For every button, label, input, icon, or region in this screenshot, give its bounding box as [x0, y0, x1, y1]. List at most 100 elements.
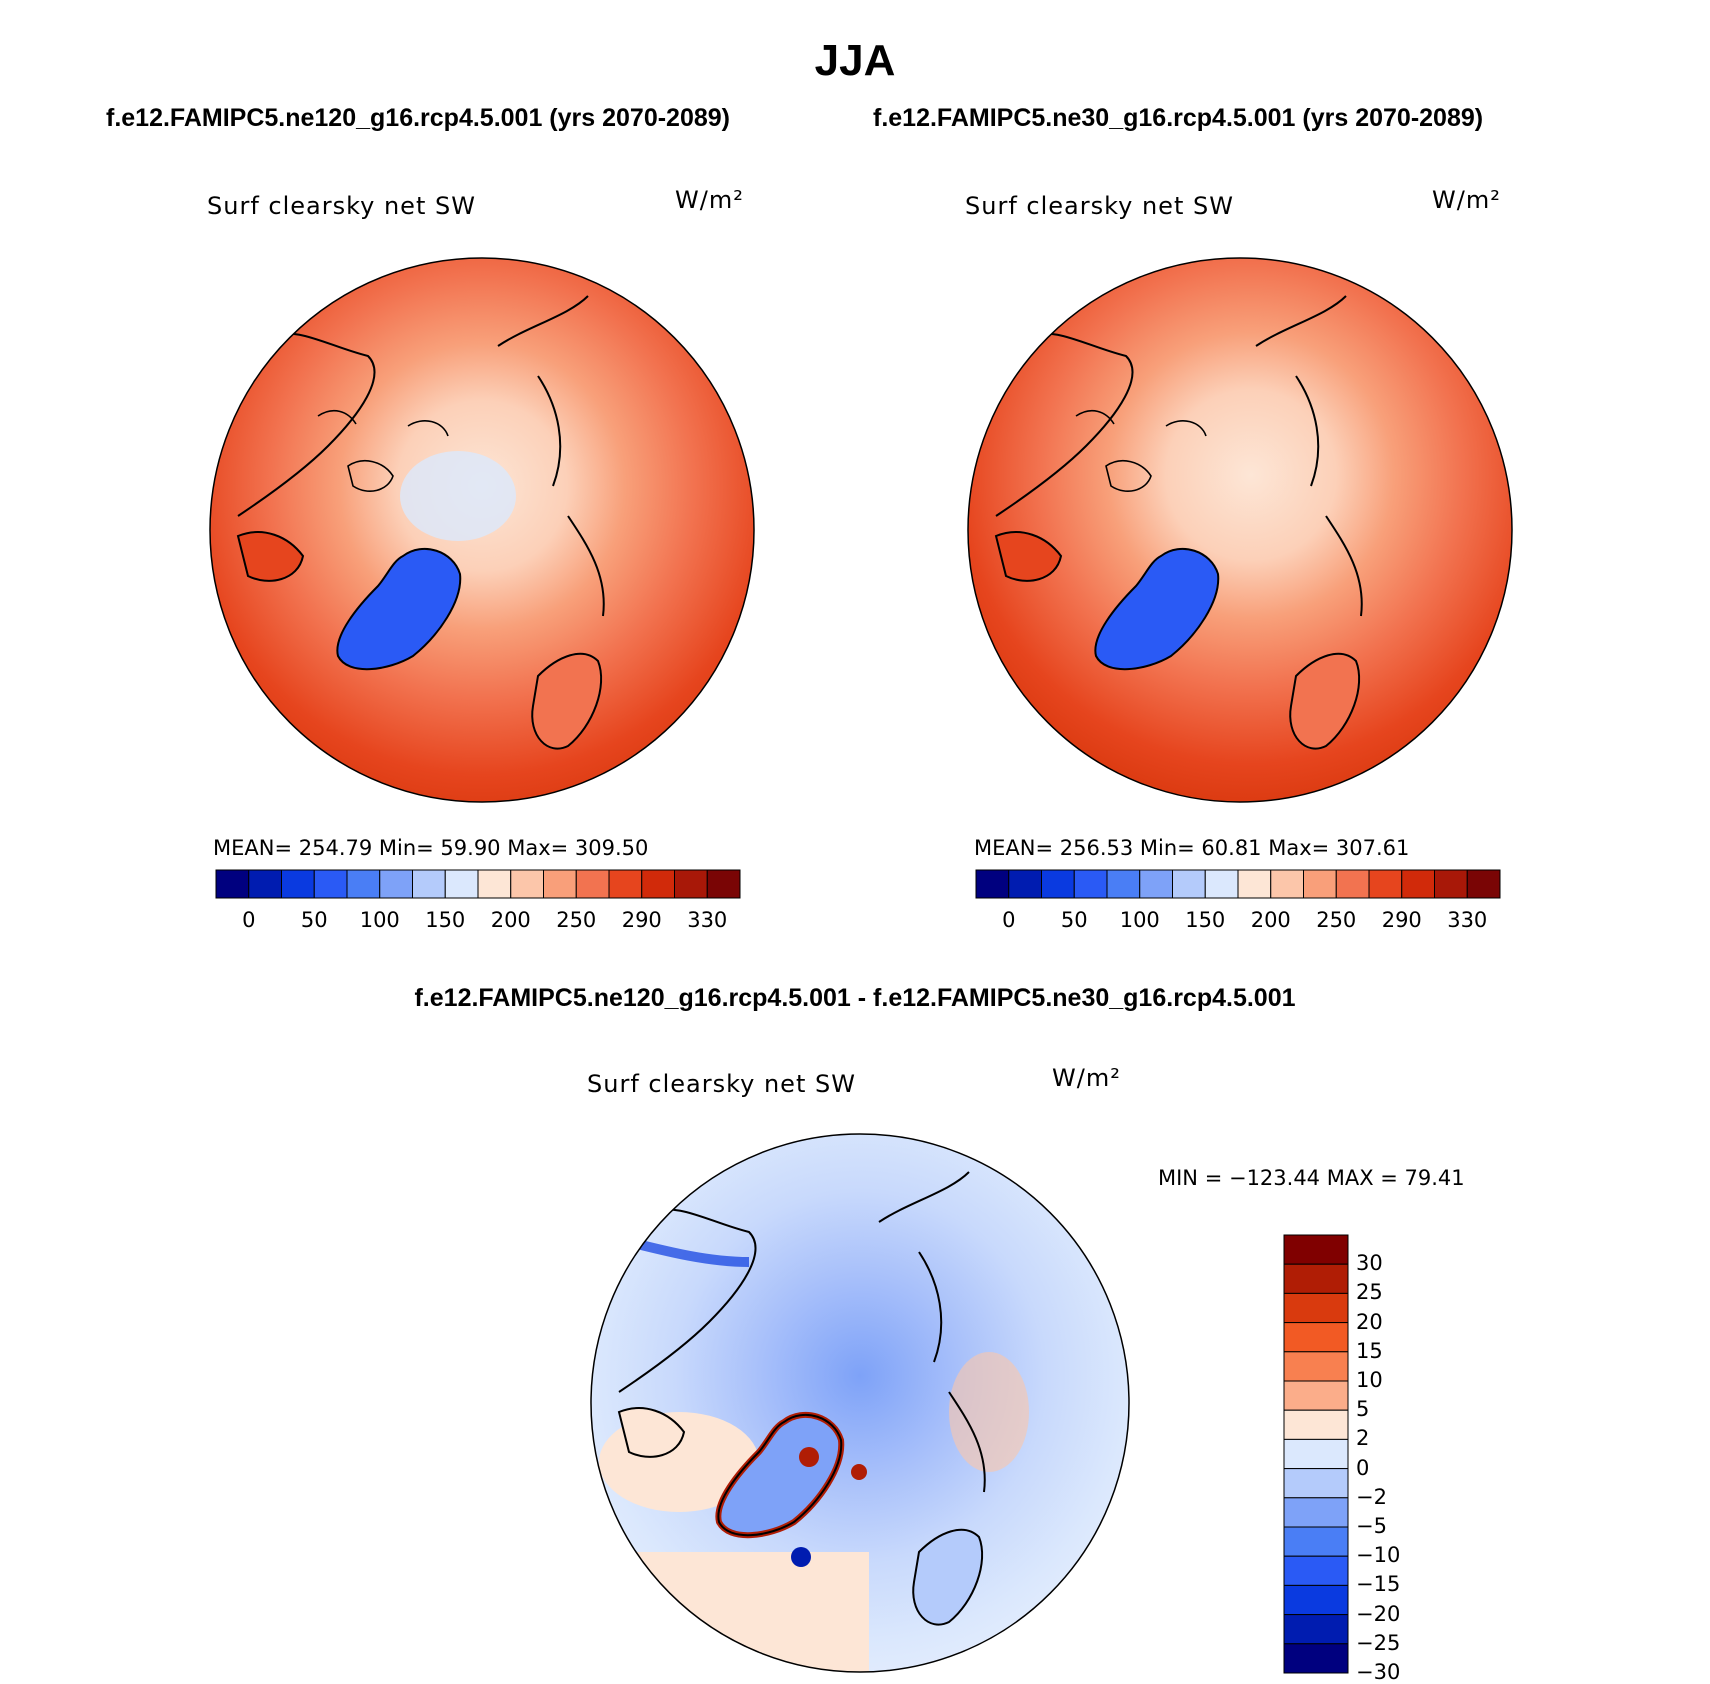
- colorbar-tick-label: 50: [300, 908, 328, 932]
- colorbar-swatch: [1073, 869, 1108, 899]
- variable-label-left: Surf clearsky net SW: [207, 192, 476, 220]
- colorbar-tick-label: −25: [1356, 1630, 1401, 1655]
- colorbar-swatch: [1283, 1380, 1349, 1411]
- colorbar-tick-label: 200: [1250, 908, 1291, 932]
- colorbar-swatch: [1283, 1409, 1349, 1440]
- colorbar-swatch: [379, 869, 413, 899]
- colorbar-swatch: [1283, 1614, 1349, 1645]
- colorbar-swatch: [313, 869, 348, 899]
- colorbar-swatch: [1041, 869, 1075, 899]
- colorbar-swatch: [1283, 1468, 1349, 1499]
- case-title-left: f.e12.FAMIPC5.ne120_g16.rcp4.5.001 (yrs …: [106, 104, 730, 132]
- colorbar-tick-label: 290: [1381, 908, 1422, 932]
- colorbar-swatch: [1335, 869, 1370, 899]
- colorbar-swatch: [575, 869, 610, 899]
- colorbar-swatch: [1283, 1438, 1349, 1470]
- colorbar-swatch: [1303, 869, 1337, 899]
- colorbar-swatch: [1283, 1292, 1349, 1324]
- colorbar-swatch: [1434, 869, 1468, 899]
- colorbar-swatch: [706, 869, 741, 899]
- colorbar-tick-label: −2: [1356, 1484, 1387, 1509]
- colorbar-tick-label: 0: [1356, 1455, 1370, 1480]
- colorbar-swatch: [1401, 869, 1435, 899]
- colorbar-swatch: [641, 869, 675, 899]
- polar-map-left: [209, 257, 755, 803]
- colorbar-swatch: [975, 869, 1010, 899]
- colorbar-swatch: [1283, 1555, 1349, 1586]
- colorbar-swatch: [674, 869, 708, 899]
- variable-label-diff: Surf clearsky net SW: [587, 1070, 856, 1098]
- colorbar-swatch: [1106, 869, 1141, 899]
- colorbar-right-labels: 0 50 100 150 200 250 290 330: [976, 908, 1500, 938]
- colorbar-tick-label: 10: [1356, 1368, 1383, 1392]
- colorbar-swatch: [1139, 869, 1173, 899]
- colorbar-tick-label: 15: [1356, 1338, 1383, 1363]
- colorbar-tick-label: 25: [1356, 1280, 1383, 1305]
- colorbar-difference-labels: 30 25 20 15 10 5 2 0 −2 −5 −10 −15 −20 −25 −30: [1356, 1235, 1456, 1684]
- colorbar-tick-label: 20: [1356, 1309, 1383, 1334]
- colorbar-difference: [1283, 1234, 1349, 1674]
- colorbar-swatch: [1172, 869, 1206, 899]
- colorbar-swatch: [215, 869, 250, 899]
- colorbar-tick-label: 30: [1356, 1251, 1383, 1276]
- case-title-right: f.e12.FAMIPC5.ne30_g16.rcp4.5.001 (yrs 2…: [873, 104, 1484, 132]
- colorbar-tick-label: 0: [1002, 908, 1016, 932]
- colorbar-swatch: [1283, 1263, 1349, 1294]
- difference-title: f.e12.FAMIPC5.ne120_g16.rcp4.5.001 - f.e…: [414, 984, 1296, 1012]
- units-label-left: W/m²: [675, 186, 744, 214]
- colorbar-swatch: [510, 869, 544, 899]
- colorbar-swatch: [1368, 869, 1403, 899]
- colorbar-right: [975, 869, 1501, 899]
- colorbar-swatch: [346, 869, 381, 899]
- stats-right: MEAN= 256.53 Min= 60.81 Max= 307.61: [974, 836, 1410, 860]
- colorbar-swatch: [444, 869, 479, 899]
- colorbar-left: [215, 869, 741, 899]
- units-label-diff: W/m²: [1052, 1064, 1121, 1092]
- colorbar-tick-label: 2: [1356, 1426, 1370, 1451]
- colorbar-swatch: [412, 869, 446, 899]
- colorbar-tick-label: −5: [1356, 1514, 1387, 1538]
- colorbar-tick-label: 330: [687, 908, 728, 932]
- colorbar-tick-label: 100: [359, 908, 400, 932]
- colorbar-swatch: [1283, 1497, 1349, 1528]
- colorbar-swatch: [1466, 869, 1501, 899]
- diff-min-max: MIN = −123.44 MAX = 79.41: [1158, 1166, 1465, 1190]
- colorbar-swatch: [1283, 1584, 1349, 1616]
- colorbar-tick-label: 290: [621, 908, 662, 932]
- colorbar-swatch: [281, 869, 315, 899]
- stats-left: MEAN= 254.79 Min= 59.90 Max= 309.50: [213, 836, 649, 860]
- variable-label-right: Surf clearsky net SW: [965, 192, 1234, 220]
- colorbar-tick-label: 330: [1447, 908, 1488, 932]
- colorbar-left-labels: 0 50 100 150 200 250 290 330: [216, 908, 740, 938]
- colorbar-tick-label: −10: [1356, 1543, 1401, 1568]
- units-label-right: W/m²: [1432, 186, 1501, 214]
- colorbar-tick-label: 5: [1356, 1397, 1370, 1422]
- colorbar-tick-label: 150: [1185, 908, 1226, 932]
- colorbar-tick-label: −20: [1356, 1601, 1401, 1626]
- colorbar-swatch: [1270, 869, 1304, 899]
- colorbar-tick-label: 200: [490, 908, 531, 932]
- colorbar-swatch: [477, 869, 512, 899]
- polar-map-right: [967, 257, 1513, 803]
- colorbar-swatch: [248, 869, 282, 899]
- colorbar-swatch: [1283, 1322, 1349, 1353]
- polar-map-difference: [590, 1133, 1130, 1673]
- colorbar-swatch: [1204, 869, 1239, 899]
- colorbar-tick-label: 0: [242, 908, 256, 932]
- colorbar-swatch: [1283, 1643, 1349, 1674]
- colorbar-tick-label: 150: [425, 908, 466, 932]
- colorbar-swatch: [1008, 869, 1042, 899]
- colorbar-swatch: [1283, 1526, 1349, 1557]
- colorbar-tick-label: 250: [556, 908, 597, 932]
- colorbar-tick-label: 100: [1119, 908, 1160, 932]
- colorbar-swatch: [543, 869, 577, 899]
- colorbar-swatch: [1283, 1351, 1349, 1382]
- colorbar-tick-label: 250: [1316, 908, 1357, 932]
- colorbar-swatch: [1283, 1234, 1349, 1265]
- plot-title: JJA: [814, 36, 896, 85]
- colorbar-tick-label: −15: [1356, 1572, 1401, 1597]
- colorbar-swatch: [1237, 869, 1272, 899]
- colorbar-tick-label: 50: [1060, 908, 1088, 932]
- colorbar-swatch: [608, 869, 643, 899]
- colorbar-tick-label: −30: [1356, 1660, 1401, 1684]
